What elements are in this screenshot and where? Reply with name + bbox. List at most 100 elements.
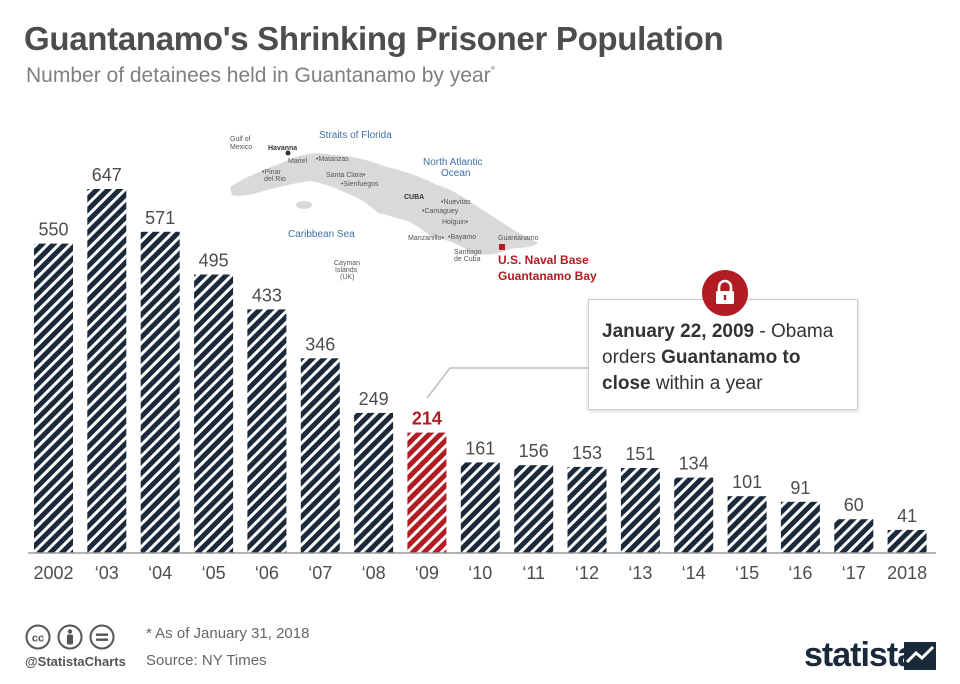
bar-chart: 550 647 571 495 433 346 249 214 161 156 153 151 134 1… bbox=[28, 165, 936, 583]
map-label-matanzas: •Matanzas bbox=[316, 156, 349, 163]
bar-3 bbox=[194, 274, 234, 553]
callout-box: January 22, 2009 - Obama orders Guantana… bbox=[588, 299, 858, 410]
x-tick-label-10: ‘12 bbox=[575, 563, 599, 583]
statista-logo: statista bbox=[804, 636, 916, 674]
bar-12 bbox=[674, 477, 714, 553]
callout-date: January 22, 2009 bbox=[602, 321, 755, 342]
value-label-11: 151 bbox=[625, 444, 655, 464]
map-label-pinar: •Pinar del Rio bbox=[262, 169, 286, 183]
x-tick-label-15: ‘17 bbox=[842, 563, 866, 583]
x-tick-label-3: ‘05 bbox=[202, 563, 226, 583]
x-tick-label-9: ‘11 bbox=[522, 563, 545, 583]
value-label-1: 647 bbox=[92, 165, 122, 185]
value-label-6: 249 bbox=[359, 389, 389, 409]
map-label-havanna: Havanna bbox=[268, 145, 297, 152]
map-label-cuba: CUBA bbox=[404, 194, 424, 201]
value-label-5: 346 bbox=[305, 334, 335, 354]
callout-connector bbox=[426, 367, 588, 399]
x-tick-label-16: 2018 bbox=[887, 563, 927, 583]
value-label-9: 156 bbox=[519, 441, 549, 461]
x-tick-label-0: 2002 bbox=[33, 563, 73, 583]
value-label-3: 495 bbox=[199, 251, 229, 271]
value-label-16: 41 bbox=[897, 506, 917, 526]
callout-highlight: Guantanamo to close bbox=[602, 347, 801, 394]
x-tick-label-13: ‘15 bbox=[735, 563, 759, 583]
x-tick-label-6: ‘08 bbox=[362, 563, 386, 583]
lock-icon bbox=[716, 279, 734, 304]
map-label-santiago: Santiago de Cuba bbox=[454, 249, 482, 263]
bar-4 bbox=[247, 309, 287, 553]
value-label-10: 153 bbox=[572, 443, 602, 463]
subtitle-text: Number of detainees held in Guantanamo b… bbox=[26, 64, 491, 87]
x-tick-label-11: ‘13 bbox=[628, 563, 652, 583]
value-label-2: 571 bbox=[145, 208, 175, 228]
bar-0 bbox=[34, 243, 73, 553]
x-axis-labels-group: 2002 ‘03 ‘04 ‘05 ‘06 ‘07 ‘08 ‘09 ‘10 ‘11 ‘12 ‘13 ‘14… bbox=[33, 563, 927, 583]
callout-text-part2: within a year bbox=[650, 373, 763, 394]
map-label-atlantic: North Atlantic Ocean bbox=[423, 157, 482, 179]
source-note: Source: NY Times bbox=[146, 652, 267, 669]
bar-1 bbox=[87, 189, 127, 553]
map-label-santa-clara: Santa Clara• bbox=[326, 172, 366, 179]
value-label-4: 433 bbox=[252, 285, 282, 305]
bar-15 bbox=[834, 519, 874, 553]
value-label-7: 214 bbox=[412, 409, 442, 429]
chart-subtitle: Number of detainees held in Guantanamo b… bbox=[26, 63, 495, 88]
x-tick-label-2: ‘04 bbox=[148, 563, 172, 583]
value-label-8: 161 bbox=[465, 438, 495, 458]
map-label-holguin: Holguin• bbox=[442, 219, 469, 226]
bar-16 bbox=[887, 529, 927, 553]
value-label-0: 550 bbox=[38, 220, 68, 240]
lock-badge bbox=[702, 270, 748, 316]
map-label-nuevitas: •Nuevitas bbox=[441, 199, 471, 206]
havanna-marker bbox=[285, 150, 291, 156]
bar-2 bbox=[140, 231, 180, 554]
x-tick-label-7: ‘09 bbox=[415, 563, 439, 583]
bars-group bbox=[34, 189, 927, 554]
x-tick-label-5: ‘07 bbox=[308, 563, 332, 583]
isla-juventud-shape bbox=[296, 201, 312, 209]
bar-11 bbox=[620, 468, 660, 553]
bar-14 bbox=[780, 501, 820, 553]
callout-text: January 22, 2009 - Obama orders Guantana… bbox=[602, 319, 852, 397]
statista-logo-mark bbox=[904, 642, 936, 670]
bar-5 bbox=[300, 358, 340, 553]
bar-7 bbox=[407, 432, 447, 553]
license-icons: cc bbox=[25, 624, 115, 650]
by-person-icon bbox=[57, 624, 83, 650]
map-label-manzanillo: Manzanillo• bbox=[408, 235, 444, 242]
subtitle-footnote-marker: * bbox=[490, 63, 496, 77]
x-tick-label-4: ‘06 bbox=[255, 563, 279, 583]
value-label-12: 134 bbox=[679, 454, 709, 474]
chart-title: Guantanamo's Shrinking Prisoner Populati… bbox=[24, 20, 724, 57]
twitter-handle: @StatistaCharts bbox=[25, 654, 126, 669]
bar-6 bbox=[354, 412, 394, 553]
map-label-bayamo: •Bayamo bbox=[448, 234, 476, 241]
x-tick-label-1: ‘03 bbox=[95, 563, 119, 583]
nd-equals-icon bbox=[89, 624, 115, 650]
map-label-naval-base: U.S. Naval Base Guantanamo Bay bbox=[498, 253, 597, 283]
value-labels-group: 550 647 571 495 433 346 249 214 161 156 153 151 134 1… bbox=[38, 165, 917, 526]
bar-13 bbox=[727, 496, 767, 553]
value-label-13: 101 bbox=[732, 472, 762, 492]
x-tick-label-14: ‘16 bbox=[788, 563, 812, 583]
value-label-14: 91 bbox=[790, 478, 810, 498]
map-label-sienfuegos: •Sienfuegos bbox=[341, 181, 379, 188]
cc-icon: cc bbox=[25, 624, 51, 650]
naval-base-marker bbox=[499, 244, 505, 250]
bar-10 bbox=[567, 466, 607, 553]
x-tick-label-8: ‘10 bbox=[468, 563, 492, 583]
svg-text:cc: cc bbox=[32, 633, 44, 645]
map-label-caribbean: Caribbean Sea bbox=[288, 229, 355, 240]
map-label-gulf: Gulf of Mexico bbox=[230, 136, 252, 151]
map-label-mariel: Mariel bbox=[288, 158, 308, 165]
bar-9 bbox=[514, 465, 554, 553]
bar-8 bbox=[460, 462, 500, 553]
value-label-15: 60 bbox=[844, 495, 864, 515]
cuba-map: Gulf of Mexico Straits of Florida Havanna… bbox=[230, 130, 597, 283]
map-label-camaguey: •Camaguey bbox=[422, 208, 459, 215]
map-label-guantanamo: Guantanamo bbox=[498, 235, 539, 242]
footnote: * As of January 31, 2018 bbox=[146, 625, 310, 642]
callout-text-part1: - Obama orders bbox=[602, 321, 834, 368]
